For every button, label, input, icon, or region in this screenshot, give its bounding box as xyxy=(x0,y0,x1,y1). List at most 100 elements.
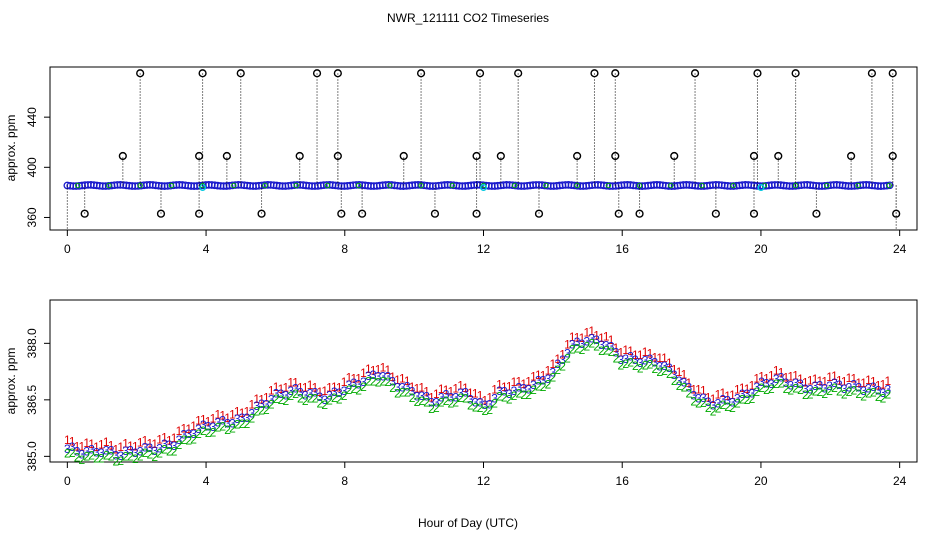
series-2-point: 2 xyxy=(244,417,251,431)
series-3-point: 3 xyxy=(161,437,168,451)
spike-point xyxy=(611,151,620,161)
series-3-point: 3 xyxy=(190,427,197,441)
baseline-point-green xyxy=(636,182,643,189)
series-1-point: 1 xyxy=(855,376,862,390)
series-1-point: 1 xyxy=(705,390,712,404)
series-1-point: 1 xyxy=(98,437,105,451)
series-1-point: 1 xyxy=(817,374,824,388)
series-3-point: 3 xyxy=(360,375,367,389)
series-2-point: 2 xyxy=(676,379,683,393)
baseline-point-green xyxy=(106,182,112,189)
series-1-point: 1 xyxy=(739,381,746,395)
series-2-point: 2 xyxy=(219,420,226,434)
series-3-point: 3 xyxy=(661,359,668,373)
series-2-point: 2 xyxy=(448,397,455,411)
series-2-point: 2 xyxy=(375,375,382,389)
series-2-point: 2 xyxy=(545,377,552,391)
series-3-point: 3 xyxy=(108,443,115,457)
series-1-point: 1 xyxy=(234,405,241,419)
x-tick-label: 16 xyxy=(616,242,630,256)
series-2-point: 2 xyxy=(574,341,581,355)
series-2-point: 2 xyxy=(617,358,624,372)
series-2-point: 2 xyxy=(394,386,401,400)
series-1-point: 1 xyxy=(229,408,236,422)
baseline-point-green xyxy=(886,182,892,189)
series-1-point: 1 xyxy=(554,352,561,366)
series-2-point: 2 xyxy=(865,387,872,401)
series-3-point: 3 xyxy=(215,415,222,429)
series-2-point: 2 xyxy=(234,417,241,431)
series-1-point: 1 xyxy=(773,363,780,377)
series-2-point: 2 xyxy=(423,395,430,409)
series-2-point: 2 xyxy=(758,381,765,395)
spike-point xyxy=(590,69,599,78)
series-1-point: 1 xyxy=(656,351,663,365)
series-2-point: 2 xyxy=(452,396,459,410)
series-3-point: 3 xyxy=(423,390,430,404)
baseline-point-green xyxy=(574,182,580,189)
series-2-point: 2 xyxy=(88,448,95,462)
series-2-point: 2 xyxy=(608,345,615,359)
baseline-point-green xyxy=(137,182,143,189)
x-tick-label: 0 xyxy=(64,474,71,488)
series-1-point: 1 xyxy=(516,375,523,389)
series-1-point: 1 xyxy=(613,341,620,355)
series-3-point: 3 xyxy=(418,389,425,403)
series-1-point: 1 xyxy=(83,436,90,450)
y-tick-label: 440 xyxy=(25,107,39,127)
series-2-point: 2 xyxy=(137,450,144,464)
series-1-point: 1 xyxy=(482,393,489,407)
series-2-point: 2 xyxy=(695,397,702,411)
series-3-point: 3 xyxy=(705,395,712,409)
series-2-point: 2 xyxy=(530,383,537,397)
series-1-point: 1 xyxy=(69,435,76,449)
series-1-point: 1 xyxy=(448,385,455,399)
series-1-point: 1 xyxy=(103,435,110,449)
x-tick-label: 4 xyxy=(203,242,210,256)
series-1-point: 1 xyxy=(666,356,673,370)
series-2-point: 2 xyxy=(409,391,416,405)
series-3-point: 3 xyxy=(409,385,416,399)
series-1-point: 1 xyxy=(307,378,314,392)
series-2-point: 2 xyxy=(885,387,892,401)
series-2-point: 2 xyxy=(176,438,183,452)
series-2-point: 2 xyxy=(185,433,192,447)
series-3-point: 3 xyxy=(326,389,333,403)
series-3-point: 3 xyxy=(530,378,537,392)
series-3-point: 3 xyxy=(885,382,892,396)
series-2-point: 2 xyxy=(637,361,644,375)
spike-point xyxy=(514,69,523,78)
series-1-point: 1 xyxy=(783,370,790,384)
series-3-point: 3 xyxy=(224,417,231,431)
series-3-point: 3 xyxy=(278,387,285,401)
spike-point xyxy=(416,69,426,78)
spike-point xyxy=(399,151,408,161)
series-2-point: 2 xyxy=(569,343,576,357)
series-2-point: 2 xyxy=(598,344,605,358)
series-2-point: 2 xyxy=(248,412,255,426)
series-3-point: 3 xyxy=(127,443,134,457)
series-1-point: 1 xyxy=(627,344,634,358)
series-2-point: 2 xyxy=(579,343,586,357)
series-1-point: 1 xyxy=(316,385,323,399)
series-2-point: 2 xyxy=(122,449,129,463)
baseline-point-green xyxy=(387,182,393,189)
series-3-point: 3 xyxy=(632,353,639,367)
series-1-point: 1 xyxy=(282,381,289,395)
series-1-point: 1 xyxy=(836,373,843,387)
series-3-point: 3 xyxy=(496,384,503,398)
series-3-point: 3 xyxy=(579,337,586,351)
series-1-point: 1 xyxy=(380,361,387,375)
series-3-point: 3 xyxy=(263,397,270,411)
series-1-point: 1 xyxy=(365,362,372,376)
series-3-point: 3 xyxy=(117,449,124,463)
series-3-point: 3 xyxy=(239,411,246,425)
series-1-point: 1 xyxy=(185,422,192,436)
series-3-point: 3 xyxy=(331,385,338,399)
series-2-point: 2 xyxy=(715,402,722,416)
series-1-point: 1 xyxy=(603,329,610,343)
series-3-point: 3 xyxy=(826,379,833,393)
series-1-point: 1 xyxy=(486,391,493,405)
series-3-point: 3 xyxy=(103,443,110,457)
series-3-point: 3 xyxy=(715,397,722,411)
